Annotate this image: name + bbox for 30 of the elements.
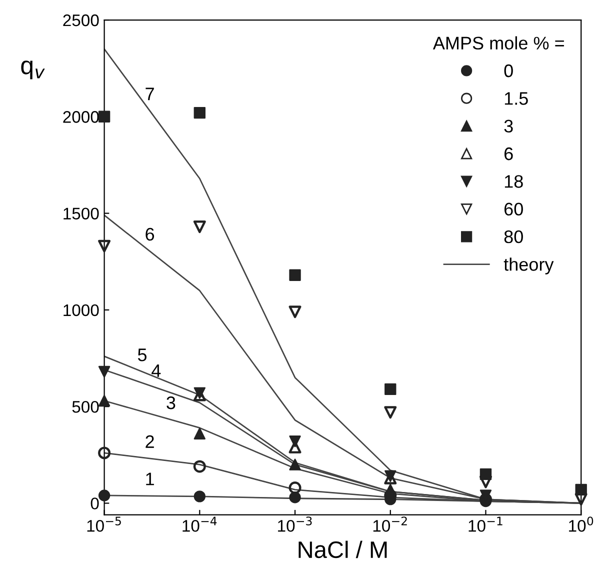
x-tick-label: 10$^{−3}$ [278,516,312,532]
y-tick-label: 2500 [63,14,99,26]
legend-label: theory [504,258,554,274]
legend-label: 80 [504,230,523,244]
legend-label: 60 [504,202,523,216]
annotation: 6 [146,228,154,241]
legend-label: 18 [504,175,523,188]
annotation: 7 [146,88,154,100]
x-tick-label: 10$^{−4}$ [182,516,217,532]
x-tick-label: 10$^{−2}$ [373,516,407,532]
y-tick-label: 1500 [64,208,99,220]
y-tick-label: 500 [72,400,99,413]
annotation: 1 [146,472,154,486]
annotation: 2 [146,435,154,448]
y-axis-title: q$_{v}$ [21,60,45,80]
legend-title: AMPS mole % = [432,36,564,50]
annotation: 5 [138,348,147,362]
x-tick-label: 10$^{−1}$ [468,516,502,532]
legend-label: 3 [504,120,513,133]
legend-label: 1.5 [504,92,528,105]
annotation: 4 [152,364,161,377]
legend-label: 0 [504,64,513,78]
y-tick-label: 0 [90,498,99,510]
x-axis-title: NaCl / M [298,540,387,558]
annotation: 3 [166,396,176,410]
x-tick-label: 10$^{−5}$ [87,516,121,532]
y-tick-label: 1000 [64,304,99,316]
y-tick-label: 2000 [63,111,99,123]
legend-label: 6 [504,147,513,160]
x-tick-label: 10$^{0}$ [569,516,594,532]
